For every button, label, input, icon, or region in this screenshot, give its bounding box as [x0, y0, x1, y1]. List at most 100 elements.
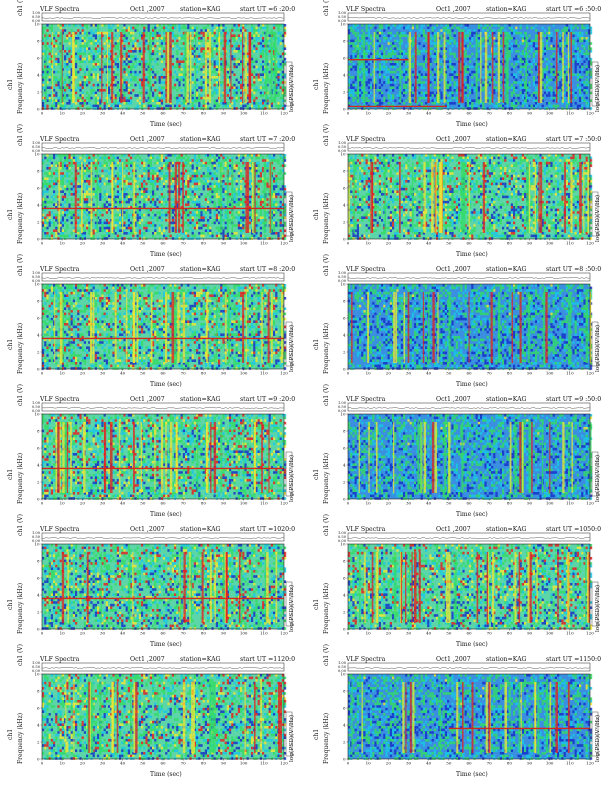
panel-start-time: start UT =1020:0 [240, 526, 295, 533]
y-tick-label: 6 [37, 315, 40, 320]
x-tick-label: 30 [100, 241, 106, 246]
x-tick-label: 10 [60, 501, 66, 506]
panel-canvas: 0.000.501.000 10 20 30 40 50 60 70 80 90 100 110 120… [338, 531, 599, 636]
sferic-streak [189, 32, 192, 103]
sferic-streak [564, 162, 566, 233]
spectrogram-panel: 0.00 0.50 1.00 0 10 20 30 40 50 60 70 80 90 100 110 120… [306, 644, 612, 780]
spectrogram-panel: 0.00 0.50 1.00 0 10 20 30 40 50 60 70 80 90 100 110 120… [0, 0, 306, 130]
sferic-streak [184, 32, 187, 103]
sferic-streak [490, 292, 493, 363]
y-tick-label: 0 [343, 106, 346, 111]
sferic-streak [254, 682, 256, 753]
sferic-streak [166, 32, 170, 103]
colorbar [591, 191, 599, 237]
sferic-streak [538, 32, 540, 103]
sferic-streak [226, 162, 229, 233]
sferic-streak [252, 162, 254, 233]
x-tick-label: 60 [466, 371, 472, 376]
time-axis-label: Time (sec) [456, 381, 488, 388]
sferic-streak [520, 682, 522, 753]
sferic-streak [393, 292, 396, 363]
x-tick-label: 60 [160, 631, 166, 636]
panel-date: Oct1 ,2007 [130, 656, 165, 663]
axes: 0 10 20 30 40 50 60 70 80 90 100 110 120 0 2 4 6 8 10 [340, 671, 594, 765]
y-tick-label: 4 [37, 722, 40, 727]
sferic-streak [522, 422, 524, 493]
spectrogram-heatmap [41, 153, 287, 240]
sferic-streak [260, 682, 263, 753]
sferic-streak [231, 162, 234, 233]
panel-title: VLF Spectra [346, 6, 385, 13]
sferic-streak [555, 32, 558, 103]
sferic-streak [230, 32, 232, 103]
x-tick-label: 120 [586, 111, 594, 116]
sferic-streak [160, 422, 164, 493]
x-tick-label: 100 [546, 241, 554, 246]
sferic-streak [408, 32, 411, 103]
frequency-axis-label: Frequency (kHz) [323, 583, 330, 634]
sferic-streak [189, 552, 191, 623]
sferic-streak [254, 422, 256, 493]
time-axis-label: Time (sec) [150, 511, 182, 518]
spectrogram-heatmap [347, 543, 593, 630]
panel-start-time: start UT =1050:0 [546, 526, 601, 533]
x-tick-label: 70 [487, 761, 493, 766]
sferic-streak [60, 32, 63, 103]
y-tick-label: 4 [37, 202, 40, 207]
x-tick-label: 90 [527, 631, 533, 636]
x-tick-label: 30 [406, 761, 412, 766]
colorbar-label: log(PSD)(V²/Hz) [595, 455, 601, 502]
x-tick-label: 100 [240, 501, 248, 506]
sferic-streak [587, 552, 590, 623]
x-tick-label: 20 [80, 241, 86, 246]
axes: 0 10 20 30 40 50 60 70 80 90 100 110 120 0 2 4 6 8 10 [340, 281, 594, 375]
x-tick-label: 10 [60, 761, 66, 766]
panel-title: VLF Spectra [40, 266, 79, 273]
y-tick-label: 4 [343, 72, 346, 77]
sferic-streak [59, 292, 63, 363]
time-axis-label: Time (sec) [150, 641, 182, 648]
y-tick-label: 2 [343, 219, 346, 224]
x-tick-label: 90 [527, 371, 533, 376]
x-tick-label: 30 [406, 501, 412, 506]
colorbar-label: log(PSD)(V²/Hz) [289, 715, 295, 762]
sferic-streak [525, 32, 527, 103]
sferic-streak [208, 32, 212, 103]
sferic-streak [461, 162, 464, 233]
colorbar [285, 581, 293, 627]
y-tick-label: 2 [343, 609, 346, 614]
y-tick-label: 6 [343, 185, 346, 190]
sferic-streak [395, 292, 398, 363]
sferic-streak [538, 162, 540, 233]
y-tick-label: 8 [343, 428, 346, 433]
x-tick-label: 10 [366, 761, 372, 766]
x-tick-label: 70 [181, 631, 187, 636]
sferic-streak [468, 292, 470, 363]
ch1-trace-plot: 0.000.501.00 [338, 141, 591, 153]
sferic-streak [549, 422, 551, 493]
sferic-streak [218, 32, 221, 103]
sferic-streak [504, 682, 507, 753]
panel-start-time: start UT =8 :20:0 [240, 266, 295, 273]
sferic-streak [196, 422, 199, 493]
spectrogram-panel: 0.00 0.50 1.00 0 10 20 30 40 50 60 70 80 90 100 110 120… [306, 254, 612, 390]
sferic-streak [545, 292, 548, 363]
panel-start-time: start UT =7 :20:0 [240, 136, 295, 143]
x-tick-label: 20 [386, 241, 392, 246]
sferic-streak [370, 162, 373, 233]
ch1-trace-line [41, 17, 285, 19]
x-tick-label: 60 [160, 501, 166, 506]
x-tick-label: 100 [546, 371, 554, 376]
colorbar [591, 581, 599, 627]
y-tick-label: 8 [37, 168, 40, 173]
panel-station: station=KAG [180, 266, 221, 273]
x-tick-label: 50 [140, 111, 146, 116]
spectrogram-panel: 0.00 0.50 1.00 0 10 20 30 40 50 60 70 80 90 100 110 120… [0, 644, 306, 780]
ch1-axis-label: ch1 (V) [17, 644, 24, 666]
sferic-streak [55, 422, 57, 493]
ch1-axis-label: ch1 (V) [17, 384, 24, 406]
ch1-trace-line [41, 277, 285, 279]
time-axis-label: Time (sec) [150, 381, 182, 388]
sferic-streak [89, 682, 92, 753]
sferic-streak [142, 32, 145, 103]
